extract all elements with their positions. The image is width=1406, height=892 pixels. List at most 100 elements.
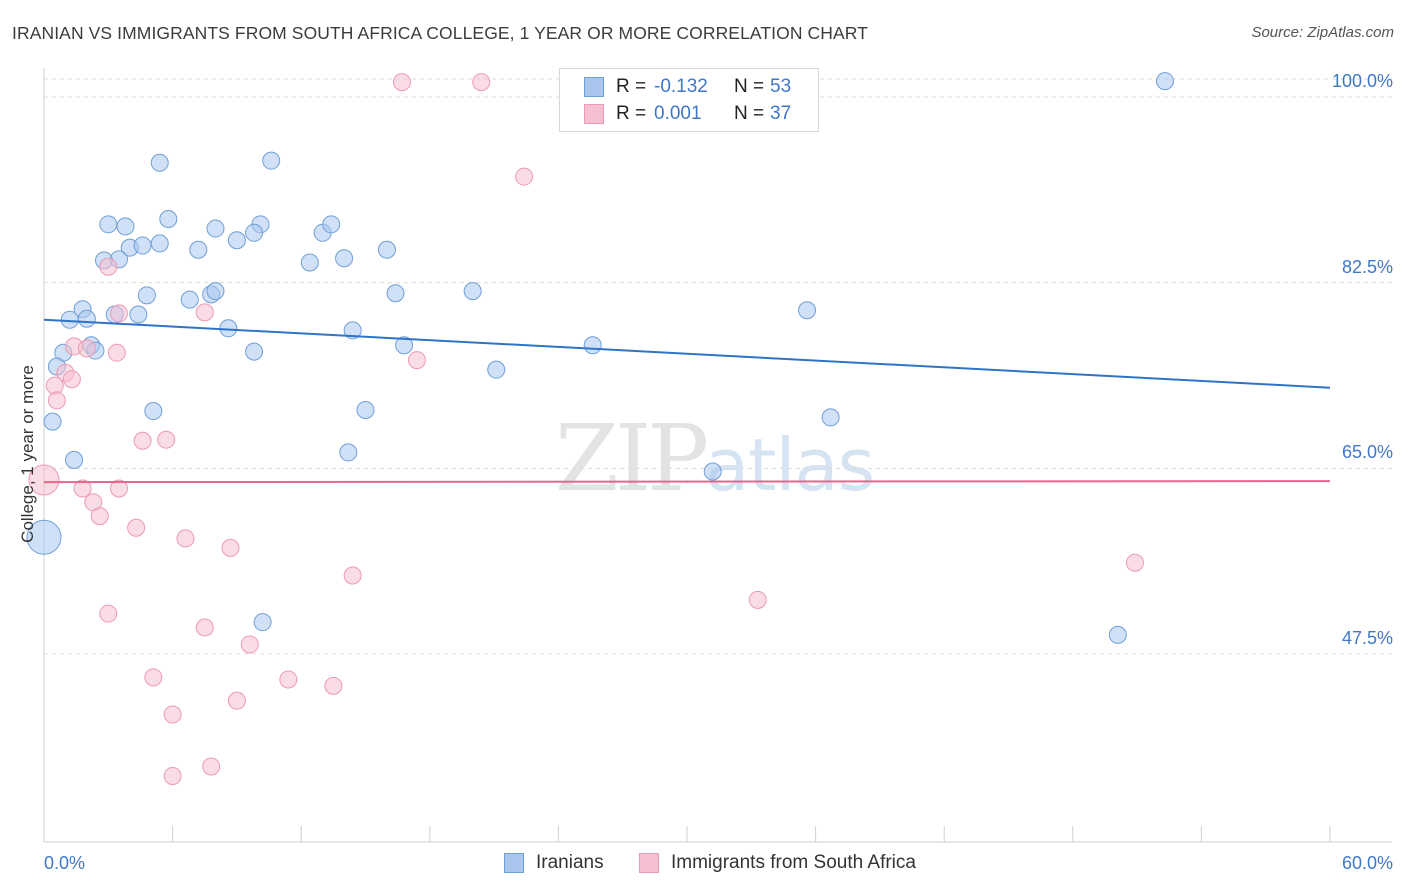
legend-row-iranians: R = -0.132 N = 53 [584, 74, 791, 100]
legend-swatch-iranians [504, 853, 524, 873]
sa-point [144, 668, 163, 687]
iranian-point [253, 613, 272, 632]
sa-point [195, 303, 214, 322]
sa-point [133, 431, 152, 450]
watermark-atlas: atlas [705, 423, 875, 507]
iranian-point [159, 210, 178, 229]
iranian-point [463, 282, 482, 301]
legend-n-label: N = [734, 76, 765, 97]
sa-point [127, 518, 146, 537]
iranian-point [245, 342, 264, 361]
legend-r-label: R = [616, 103, 647, 124]
watermark: ZIPatlas [555, 405, 875, 512]
legend-item-sa[interactable]: Immigrants from South Africa [639, 852, 916, 874]
sa-point [73, 479, 92, 498]
iranian-point [150, 153, 169, 172]
y-axis-label: College, 1 year or more [18, 365, 37, 543]
sa-point [77, 339, 96, 358]
sa-point [110, 479, 129, 498]
sa-point [99, 604, 118, 623]
trend-line-sa [43, 480, 1331, 484]
sa-point [47, 391, 66, 410]
sa-point [163, 767, 182, 786]
iranian-point [189, 240, 208, 259]
iranian-point [339, 443, 358, 462]
sa-point [279, 670, 298, 689]
iranian-point [137, 286, 156, 305]
iranian-point [144, 402, 163, 421]
stats-legend: R = -0.132 N = 53 R = 0.001 N = 37 [559, 68, 819, 132]
trend-line-iranians [43, 318, 1331, 389]
iranian-point [300, 253, 319, 272]
y-tick-label: 47.5% [1341, 628, 1393, 648]
iranian-point [60, 310, 79, 329]
sa-point [110, 304, 129, 323]
iranian-point [43, 412, 62, 431]
iranian-point [65, 450, 84, 469]
iranian-point [395, 336, 414, 355]
sa-point [472, 73, 491, 92]
sa-point [163, 705, 182, 724]
sa-point [90, 507, 109, 526]
iranian-point [129, 305, 148, 324]
iranian-point [206, 219, 225, 238]
iranian-point [377, 240, 396, 259]
iranian-point [150, 234, 169, 253]
iranian-point [343, 321, 362, 340]
iranian-point [322, 215, 341, 234]
y-tick-label: 65.0% [1341, 442, 1393, 463]
sa-point [515, 167, 534, 186]
legend-r-value-iranians: -0.132 [654, 76, 708, 97]
iranian-point [356, 400, 375, 419]
sa-point [407, 351, 426, 370]
iranian-point [386, 284, 405, 303]
sa-point [748, 590, 767, 609]
iranian-point [116, 217, 135, 236]
x-tick-label-max: 60.0% [1341, 853, 1393, 873]
legend-n-value-sa: 37 [770, 103, 792, 124]
iranian-point [206, 282, 225, 301]
iranian-point [180, 290, 199, 309]
y-tick-label: 82.5% [1341, 256, 1393, 277]
iranian-point [245, 223, 264, 242]
sa-point [195, 618, 214, 637]
legend-r-value-sa: 0.001 [654, 103, 702, 124]
legend-n-label: N = [734, 103, 765, 124]
iranian-point [133, 236, 152, 255]
sa-point [1125, 553, 1144, 572]
chart-title: IRANIAN VS IMMIGRANTS FROM SOUTH AFRICA … [12, 23, 869, 43]
sa-point [176, 529, 195, 548]
iranian-point [798, 301, 817, 320]
iranian-point [703, 462, 722, 481]
watermark-zip: ZIP [555, 405, 709, 512]
legend-row-sa: R = 0.001 N = 37 [584, 101, 791, 127]
iranian-point [26, 519, 62, 555]
series-legend: Iranians Immigrants from South Africa [0, 852, 1406, 878]
legend-swatch-sa [584, 104, 604, 124]
legend-label-sa: Immigrants from South Africa [671, 852, 916, 873]
sa-point [221, 538, 240, 557]
iranian-point [99, 215, 118, 234]
iranian-point [821, 408, 840, 427]
iranian-point [262, 151, 281, 170]
x-tick-label-min: 0.0% [44, 853, 86, 873]
legend-n-value-iranians: 53 [770, 76, 792, 97]
iranian-point [583, 336, 602, 355]
sa-point [227, 691, 246, 710]
sa-point [107, 343, 126, 362]
iranian-point [1155, 72, 1174, 91]
iranian-point [487, 360, 506, 379]
sa-point [392, 73, 411, 92]
sa-point [240, 635, 259, 654]
sa-point [28, 464, 60, 496]
iranian-point [77, 309, 96, 328]
sa-point [324, 676, 343, 695]
legend-item-iranians[interactable]: Iranians [504, 852, 604, 874]
legend-swatch-sa [639, 853, 659, 873]
sa-point [99, 257, 118, 276]
sa-point [202, 757, 221, 776]
sa-point [45, 376, 64, 395]
source-label: Source: ZipAtlas.com [1251, 24, 1394, 41]
sa-point [343, 566, 362, 585]
